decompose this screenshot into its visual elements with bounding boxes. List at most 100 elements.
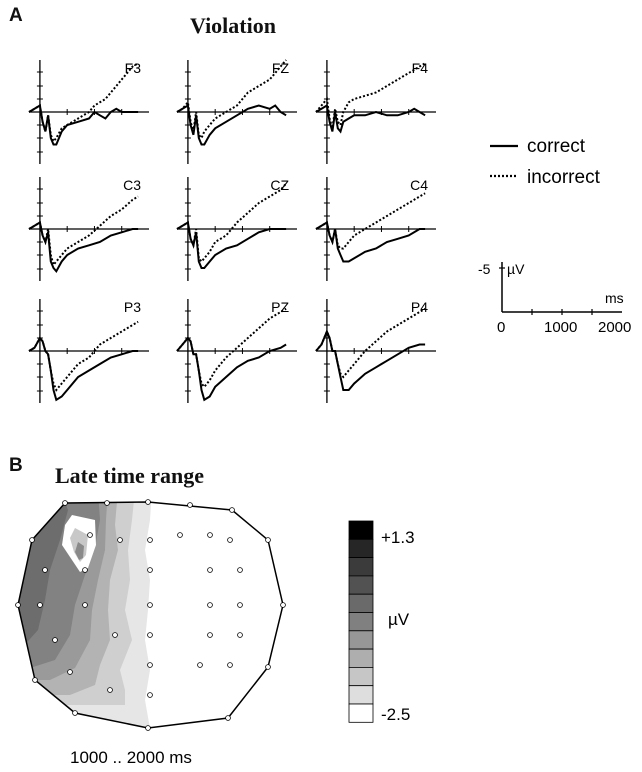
electrode-label: C3 [123, 177, 141, 193]
erp-panel-p3: P3 [28, 299, 149, 403]
electrode-label: P4 [411, 299, 428, 315]
electrode-dot [147, 632, 153, 638]
electrode-dot [112, 632, 118, 638]
electrode-dot [237, 567, 243, 573]
erp-line-correct [315, 328, 426, 391]
electrode-dot [147, 662, 153, 668]
erp-line-incorrect [28, 320, 139, 392]
erp-line-correct [28, 336, 139, 402]
electrode-dot [187, 502, 193, 508]
colorbar-cell [348, 557, 374, 577]
colorbar-cells [348, 520, 374, 723]
scale-amplitude-unit: µV [507, 261, 525, 277]
erp-line-correct [315, 220, 426, 263]
colorbar-cell [348, 703, 374, 723]
erp-line-correct [176, 103, 287, 146]
electrode-dot [117, 537, 123, 543]
electrode-dot [42, 567, 48, 573]
erp-line-incorrect [28, 195, 139, 267]
erp-panel-p4: P4 [315, 299, 436, 403]
electrode-dots [15, 499, 286, 731]
colorbar-bottom-label: -2.5 [381, 705, 410, 724]
electrode-label: CZ [270, 177, 289, 193]
electrode-label: F3 [125, 60, 142, 76]
panel-a-letter: A [9, 5, 23, 26]
electrode-dot [72, 710, 78, 716]
scale-time-unit: ms [605, 290, 624, 306]
electrode-dot [82, 602, 88, 608]
electrode-dot [265, 537, 271, 543]
erp-line-incorrect [315, 307, 426, 379]
erp-line-correct [176, 220, 287, 269]
colorbar-cell [348, 648, 374, 668]
electrode-dot [82, 567, 88, 573]
electrode-dot [145, 725, 151, 731]
electrode-dot [147, 537, 153, 543]
electrode-label: P3 [124, 299, 141, 315]
legend: correct incorrect [490, 136, 601, 188]
electrode-dot [147, 567, 153, 573]
colorbar-top-label: +1.3 [381, 528, 415, 547]
erp-line-incorrect [176, 307, 287, 389]
erp-panel-f3: F3 [28, 60, 149, 164]
electrode-dot [145, 499, 151, 505]
electrode-dot [177, 532, 183, 538]
electrode-dot [197, 662, 203, 668]
electrode-dot [229, 507, 235, 513]
topo-region [75, 542, 84, 560]
scale-bar: -5 µV ms 0 1000 2000 [478, 261, 631, 336]
colorbar-cell [348, 612, 374, 632]
erp-panel-cz: CZ [176, 177, 297, 281]
electrode-dot [207, 632, 213, 638]
electrode-dot [237, 632, 243, 638]
electrode-dot [225, 715, 231, 721]
electrode-dot [32, 677, 38, 683]
topo-time-label: 1000 .. 2000 ms [70, 748, 192, 767]
scale-tick-label: 2000 [598, 319, 631, 336]
panel-b-letter: B [9, 455, 23, 476]
colorbar-cell [348, 575, 374, 595]
electrode-dot [207, 532, 213, 538]
electrode-dot [280, 602, 286, 608]
electrode-dot [147, 692, 153, 698]
electrode-dot [147, 602, 153, 608]
erp-line-correct [28, 103, 139, 146]
electrode-label: F4 [412, 60, 429, 76]
colorbar-cell [348, 538, 374, 558]
erp-panel-c3: C3 [28, 177, 149, 281]
electrode-label: PZ [271, 299, 289, 315]
colorbar-unit: µV [388, 610, 410, 629]
electrode-dot [62, 500, 68, 506]
erp-line-incorrect [315, 62, 426, 129]
electrode-dot [87, 532, 93, 538]
erp-grid: F3 FZ F4 C3 CZ C4 P3 PZ P4 [28, 59, 436, 403]
erp-panel-f4: F4 [315, 60, 436, 164]
erp-line-correct [28, 220, 139, 274]
electrode-dot [104, 500, 110, 506]
topo-region [18, 502, 68, 650]
colorbar: +1.3 µV -2.5 [348, 520, 415, 724]
electrode-dot [227, 537, 233, 543]
electrode-dot [15, 602, 21, 608]
topo-map [15, 499, 286, 731]
electrode-dot [37, 602, 43, 608]
erp-panel-pz: PZ [176, 299, 297, 403]
electrode-dot [107, 687, 113, 693]
colorbar-cell [348, 520, 374, 540]
electrode-dot [265, 664, 271, 670]
erp-line-incorrect [28, 62, 139, 144]
scale-amplitude-label: -5 [478, 261, 491, 277]
legend-label-correct: correct [527, 136, 586, 157]
erp-panel-fz: FZ [176, 59, 297, 164]
electrode-dot [67, 669, 73, 675]
erp-panel-c4: C4 [315, 177, 436, 281]
colorbar-cell [348, 685, 374, 705]
electrode-label: FZ [272, 60, 290, 76]
erp-line-correct [176, 336, 287, 402]
erp-line-incorrect [176, 59, 287, 140]
colorbar-cell [348, 593, 374, 613]
erp-line-incorrect [176, 182, 287, 264]
electrode-dot [29, 537, 35, 543]
scale-tick-label: 0 [497, 319, 505, 336]
